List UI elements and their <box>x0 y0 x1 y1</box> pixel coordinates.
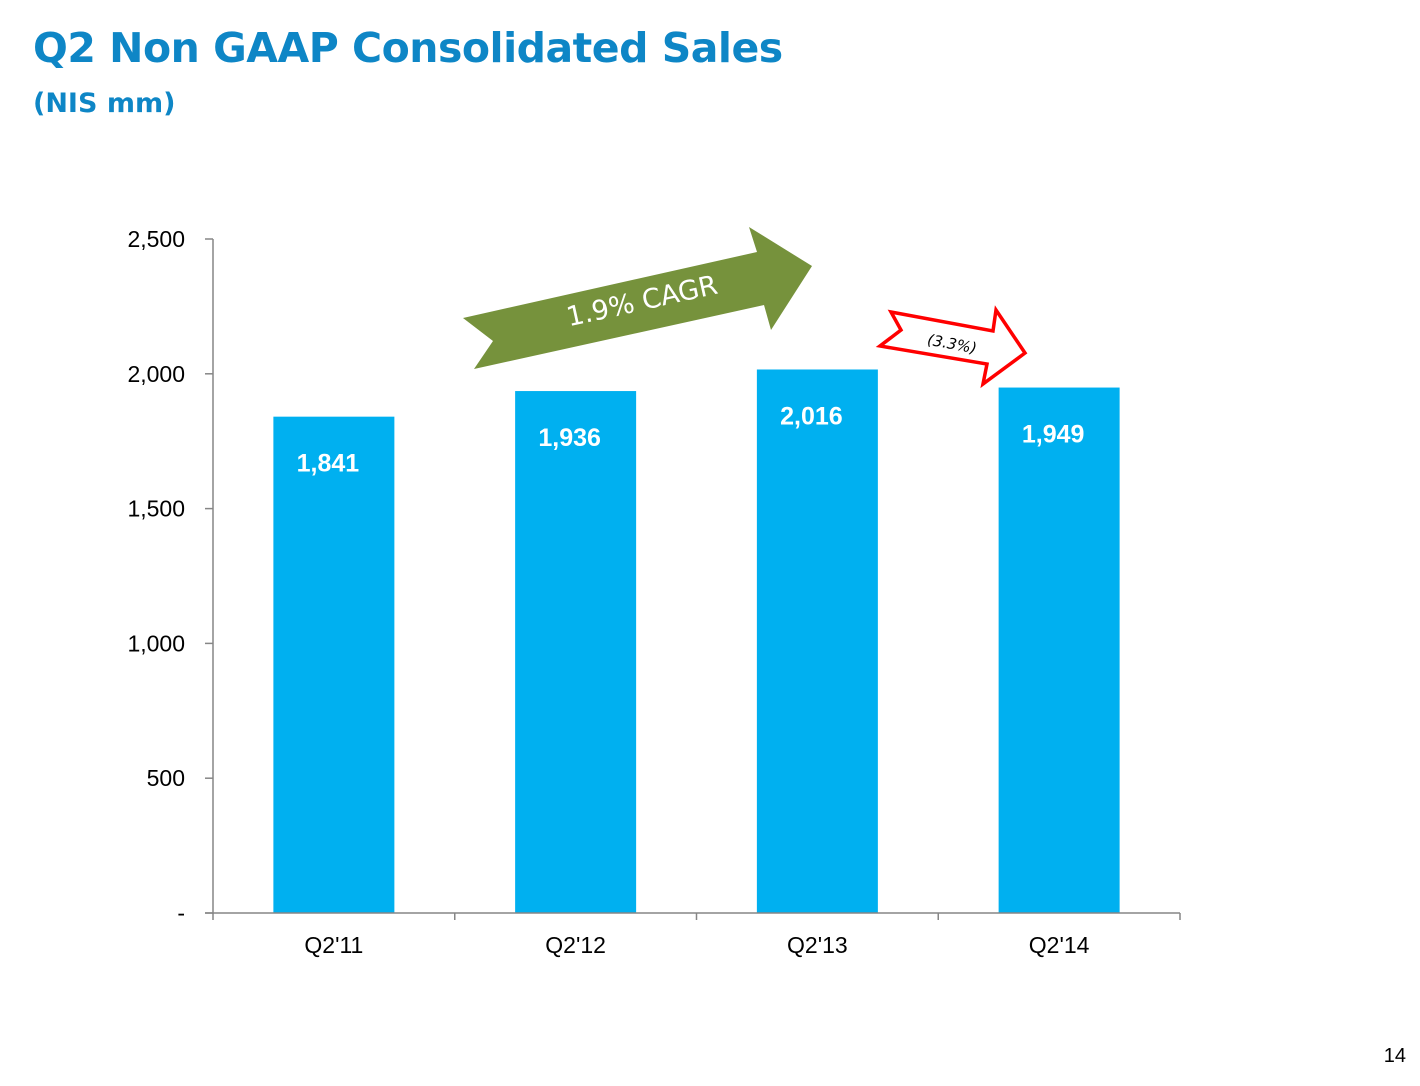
x-tick-label-2: Q2'13 <box>787 932 848 958</box>
decline-arrow: (3.3%) <box>875 305 1028 389</box>
bar-0 <box>273 416 395 913</box>
axes-group <box>205 238 1181 920</box>
cagr-arrow-shape <box>463 227 812 369</box>
y-tick-label-1: 500 <box>147 765 185 791</box>
data-label-2: 2,016 <box>780 402 843 430</box>
cagr-arrow: 1.9% CAGR <box>463 227 812 369</box>
y-tick-label-3: 1,500 <box>127 496 185 522</box>
y-tick-label-5: 2,500 <box>127 226 185 252</box>
decline-arrow-shape <box>875 305 1028 389</box>
data-label-1: 1,936 <box>538 424 601 452</box>
bar-1 <box>515 391 637 913</box>
y-tick-label-0: - <box>177 900 185 926</box>
data-label-0: 1,841 <box>297 450 360 478</box>
x-tick-label-1: Q2'12 <box>545 932 606 958</box>
page-subtitle: (NIS mm) <box>33 88 176 119</box>
x-tick-label-0: Q2'11 <box>304 932 363 958</box>
x-tick-label-3: Q2'14 <box>1029 932 1090 958</box>
data-label-3: 1,949 <box>1022 421 1085 449</box>
page-title: Q2 Non GAAP Consolidated Sales <box>33 24 783 72</box>
bar-3 <box>998 387 1120 914</box>
bar-2 <box>756 369 878 913</box>
y-tick-label-2: 1,000 <box>127 630 185 656</box>
y-tick-label-4: 2,000 <box>127 361 185 387</box>
labels-group: 1,841 Q2'11 1,936 Q2'12 2,016 Q2'13 1,949 Q2'14… <box>127 226 1089 958</box>
bars-group <box>273 369 1120 914</box>
page-number: 14 <box>1383 1045 1406 1067</box>
